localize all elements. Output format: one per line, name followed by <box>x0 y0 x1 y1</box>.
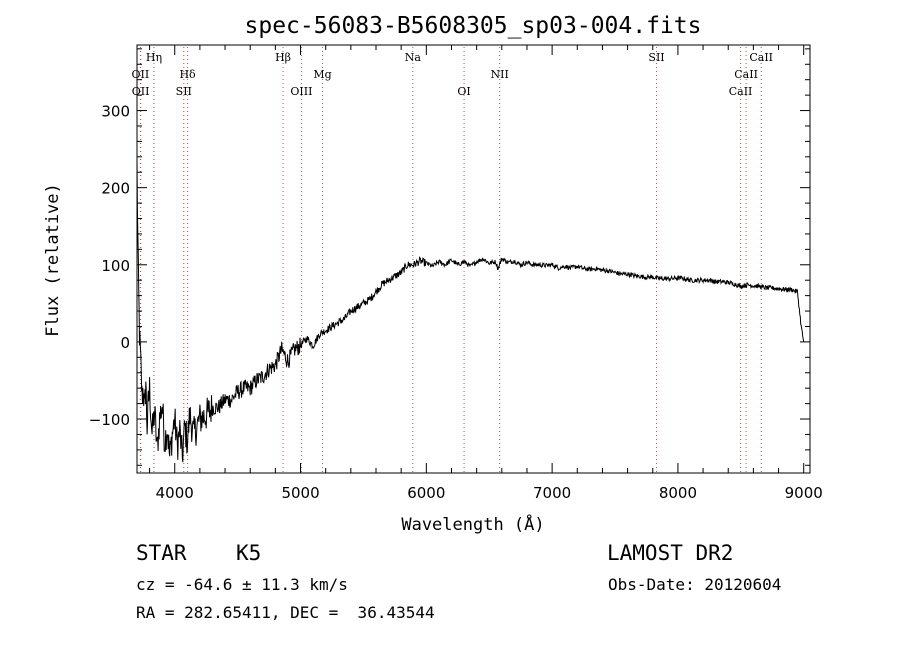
line-label-3: Hδ <box>179 68 196 81</box>
x-tick-label-9000: 9000 <box>785 484 823 502</box>
chart-title: spec-56083-B5608305_sp03-004.fits <box>245 13 702 39</box>
line-label-6: Mg <box>313 68 331 81</box>
obs-date: Obs-Date: 20120604 <box>608 575 782 594</box>
x-tick-label-6000: 6000 <box>407 484 445 502</box>
y-tick-label-0: 0 <box>120 334 130 352</box>
line-label-5: Hβ <box>275 51 291 64</box>
line-label-14: CaII <box>729 85 753 98</box>
spectrum-line <box>136 159 805 463</box>
line-label-1: OII <box>132 68 150 81</box>
y-tick-label-200: 200 <box>101 180 130 198</box>
y-tick-label-300: 300 <box>101 103 130 121</box>
coordinates: RA = 282.65411, DEC = 36.43544 <box>136 603 435 622</box>
y-tick-label--100: −100 <box>89 411 130 429</box>
line-label-9: OI <box>457 85 470 98</box>
line-label-0: Hη <box>146 51 162 64</box>
object-class: STAR <box>136 541 187 565</box>
line-label-10: NII <box>491 68 509 81</box>
plot-frame <box>136 44 811 474</box>
line-label-4: SII <box>176 85 192 98</box>
x-tick-label-5000: 5000 <box>281 484 319 502</box>
axis-ticks: 4000 5000 6000 7000 8000 9000 −100 0 100 200 300 <box>89 45 823 502</box>
line-label-2: OII <box>132 85 150 98</box>
x-tick-label-7000: 7000 <box>533 484 571 502</box>
redshift-info: cz = -64.6 ± 11.3 km/s <box>136 575 348 594</box>
line-label-13: CaII <box>734 68 758 81</box>
x-tick-label-8000: 8000 <box>659 484 697 502</box>
line-label-8: Na <box>405 51 422 64</box>
subclass: K5 <box>236 541 262 565</box>
x-tick-label-4000: 4000 <box>156 484 194 502</box>
y-axis-label: Flux (relative) <box>43 183 63 337</box>
line-label-7: OIII <box>290 85 312 98</box>
survey-name: LAMOST DR2 <box>607 541 734 565</box>
line-label-11: SII <box>648 51 664 64</box>
y-tick-label-100: 100 <box>101 257 130 275</box>
x-axis-label: Wavelength (Å) <box>401 513 544 535</box>
line-label-12: CaII <box>749 51 773 64</box>
